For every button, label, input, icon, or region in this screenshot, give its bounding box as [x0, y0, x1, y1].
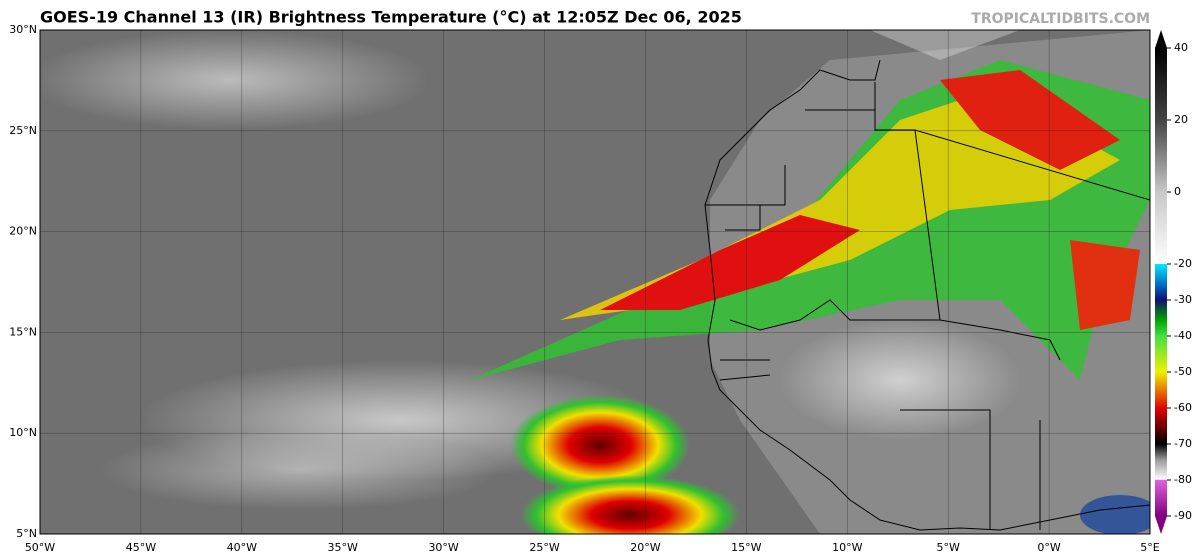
colorbar-label: -70 — [1174, 437, 1192, 450]
lat-label: 10°N — [9, 426, 37, 439]
lon-label: 40°W — [227, 541, 257, 554]
satellite-image — [40, 30, 1150, 534]
lon-label: 10°W — [832, 541, 862, 554]
lon-label: 30°W — [428, 541, 458, 554]
lon-label: 20°W — [630, 541, 660, 554]
lat-label: 25°N — [9, 124, 37, 137]
colorbar-label: -80 — [1174, 473, 1192, 486]
lat-label: 30°N — [9, 23, 37, 36]
lon-label: 35°W — [328, 541, 358, 554]
colorbar-label: -40 — [1174, 329, 1192, 342]
colorbar-label: -30 — [1174, 293, 1192, 306]
title: GOES-19 Channel 13 (IR) Brightness Tempe… — [40, 8, 742, 27]
lon-label: 45°W — [126, 541, 156, 554]
colorbar-label: -20 — [1174, 257, 1192, 270]
colorbar-bottom — [1155, 516, 1167, 534]
lon-label: 5°E — [1140, 541, 1159, 554]
colorbar-bar — [1155, 48, 1167, 516]
colorbar-label: -90 — [1174, 509, 1192, 522]
colorbar-label: 0 — [1174, 185, 1181, 198]
lon-label: 50°W — [25, 541, 55, 554]
lat-label: 20°N — [9, 225, 37, 238]
lat-label: 5°N — [16, 527, 37, 540]
colorbar-label: -50 — [1174, 365, 1192, 378]
colorbar-top — [1155, 30, 1167, 48]
map-frame — [39, 29, 1151, 535]
credit: TROPICALTIDBITS.COM — [971, 11, 1150, 27]
lon-label: 5°W — [936, 541, 959, 554]
colorbar — [1155, 30, 1167, 534]
colorbar-label: 40 — [1174, 41, 1188, 54]
lon-label: 25°W — [529, 541, 559, 554]
colorbar-label: 20 — [1174, 113, 1188, 126]
lon-label: 0°W — [1037, 541, 1060, 554]
colorbar-label: -60 — [1174, 401, 1192, 414]
lon-label: 15°W — [731, 541, 761, 554]
lat-label: 15°N — [9, 325, 37, 338]
